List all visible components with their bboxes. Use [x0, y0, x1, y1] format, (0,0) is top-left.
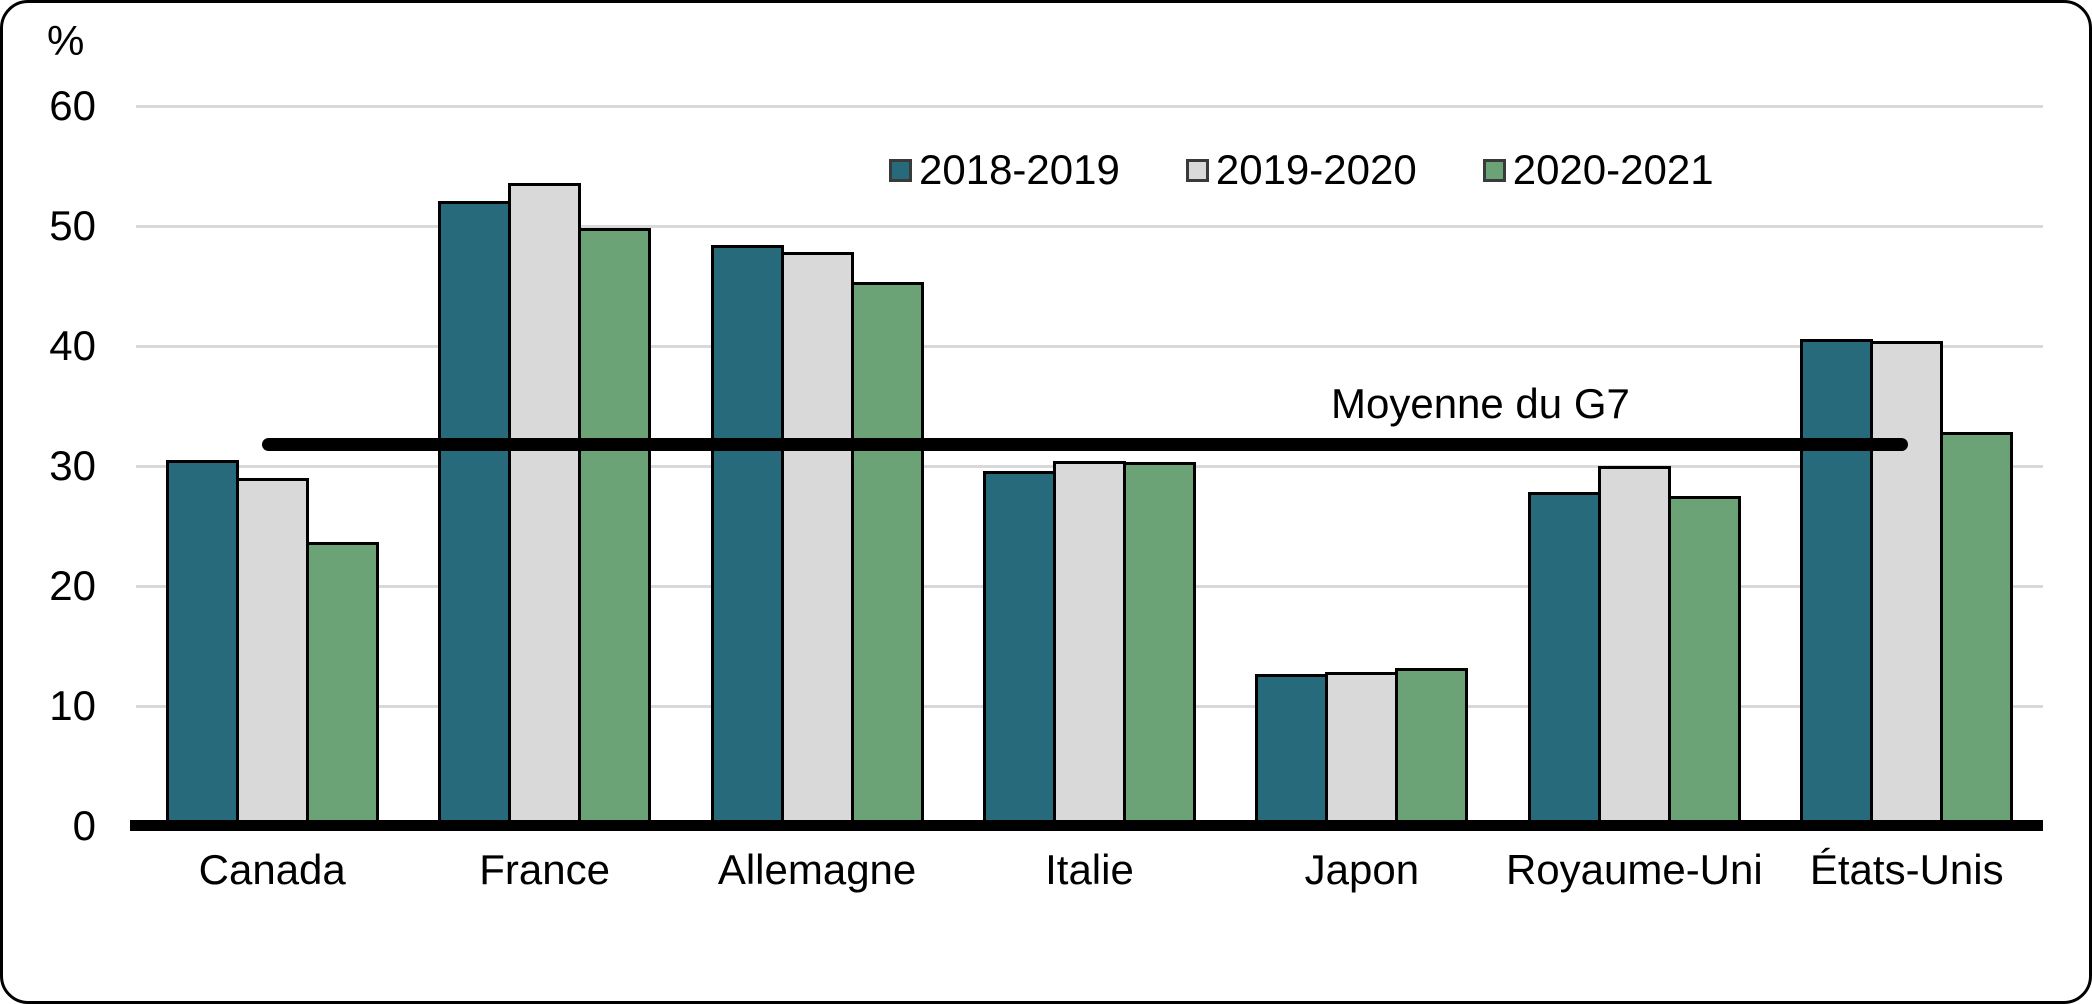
- g7-average-label: Moyenne du G7: [1330, 380, 1630, 428]
- y-tick-label-30: 30: [49, 442, 96, 489]
- bar-group-états-unis: [1771, 106, 2043, 826]
- x-axis-label-france: France: [479, 846, 610, 893]
- legend-item-2020-2021: 2020-2021: [1482, 146, 1714, 193]
- bar-italie-2020-2021: [1122, 462, 1196, 826]
- bar-groups: [136, 106, 2043, 826]
- y-tick-label-40: 40: [49, 322, 96, 369]
- bar-france-2019-2020: [508, 182, 582, 826]
- bar-france-2018-2019: [438, 200, 512, 826]
- y-tick-label-10: 10: [49, 682, 96, 729]
- bar-royaume-uni-2020-2021: [1667, 496, 1741, 826]
- bar-canada-2019-2020: [235, 478, 309, 826]
- x-axis-label-royaume-uni: Royaume-Uni: [1505, 846, 1763, 893]
- x-axis-label-allemagne: Allemagne: [717, 846, 917, 893]
- legend-marker-icon: [1185, 158, 1209, 182]
- bar-japon-2020-2021: [1395, 667, 1469, 826]
- bar-group-allemagne: [681, 106, 953, 826]
- gridline-50: [136, 224, 2043, 228]
- x-axis-label-canada: Canada: [198, 846, 346, 893]
- legend-marker-icon: [1482, 158, 1506, 182]
- bar-italie-2019-2020: [1052, 461, 1126, 826]
- bar-group-italie: [953, 106, 1225, 826]
- bar-états-unis-2018-2019: [1800, 338, 1874, 826]
- bar-allemagne-2018-2019: [710, 245, 784, 826]
- plot-area: Moyenne du G7 0 10 20 30 40 50 60: [49, 85, 2043, 847]
- x-axis-labels: Canada France Allemagne Italie Japon Royaume-…: [136, 846, 2043, 894]
- bar-group-france: [408, 106, 680, 826]
- bar-italie-2018-2019: [982, 470, 1056, 826]
- bar-canada-2020-2021: [305, 541, 379, 826]
- y-tick-label-0: 0: [72, 802, 96, 849]
- x-axis-label-états-unis: États-Unis: [1809, 846, 2004, 893]
- y-tick-label-50: 50: [49, 202, 96, 249]
- legend: 2018-2019 2019-2020 2020-2021: [889, 149, 1714, 191]
- legend-item-2018-2019: 2018-2019: [889, 149, 1120, 191]
- gridline-60: [136, 104, 2043, 108]
- y-tick-label-20: 20: [49, 562, 96, 609]
- legend-item-2019-2020: 2019-2020: [1185, 146, 1417, 193]
- x-axis-line: [130, 820, 2043, 831]
- g7-average-line: [261, 437, 1908, 451]
- bar-royaume-uni-2018-2019: [1527, 492, 1601, 826]
- bar-états-unis-2019-2020: [1870, 341, 1944, 826]
- bar-canada-2018-2019: [165, 460, 239, 826]
- bar-japon-2018-2019: [1255, 673, 1329, 826]
- gridline-40: [136, 344, 2043, 348]
- bar-allemagne-2020-2021: [850, 282, 924, 826]
- bar-group-canada: [136, 106, 408, 826]
- y-axis-unit-label: %: [47, 17, 85, 64]
- legend-marker-icon: [889, 158, 912, 182]
- bar-france-2020-2021: [578, 228, 652, 826]
- y-tick-label-60: 60: [49, 82, 96, 129]
- x-axis-label-japon: Japon: [1304, 846, 1420, 893]
- legend-label: 2020-2021: [1512, 146, 1714, 193]
- bar-group-japon: [1226, 106, 1498, 826]
- bar-japon-2019-2020: [1325, 672, 1399, 826]
- x-axis-label-italie: Italie: [1045, 846, 1134, 893]
- bar-royaume-uni-2019-2020: [1597, 466, 1671, 826]
- bar-allemagne-2019-2020: [780, 252, 854, 826]
- bar-états-unis-2020-2021: [1940, 432, 2014, 826]
- legend-label: 2018-2019: [919, 146, 1120, 193]
- legend-label: 2019-2020: [1215, 146, 1417, 193]
- bar-group-royaume-uni: [1498, 106, 1770, 826]
